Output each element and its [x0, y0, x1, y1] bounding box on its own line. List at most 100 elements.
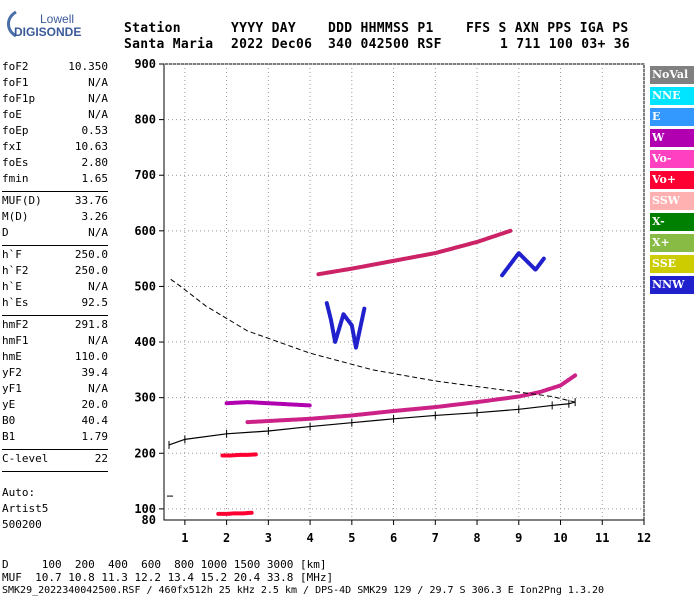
param-row: foEp 0.53	[2, 124, 108, 140]
x-tick-label: 6	[390, 531, 397, 545]
param-value: 10.63	[74, 140, 108, 153]
param-name: MUF(D)	[2, 194, 42, 207]
param-value: 2.80	[81, 156, 109, 169]
footer-distance-line: D 100 200 400 600 800 1000 1500 3000 [km…	[2, 558, 327, 571]
param-name: B1	[2, 430, 16, 443]
header-label-date: YYYY DAY	[231, 21, 297, 36]
param-value: 1.65	[81, 172, 109, 185]
param-value: N/A	[88, 280, 108, 293]
echo-point	[391, 259, 396, 263]
param-name: yE	[2, 398, 16, 411]
echo-point	[542, 257, 546, 261]
param-name: hmF2	[2, 318, 29, 331]
logo-swoosh-icon	[7, 10, 17, 38]
param-row: yF2 39.4	[2, 366, 108, 382]
param-value: 10.350	[68, 60, 108, 73]
echo-point	[245, 420, 250, 424]
x-tick-label: 3	[265, 531, 272, 545]
echo-point	[245, 453, 250, 457]
echo-point	[475, 400, 479, 404]
legend-item-x-: X-	[650, 213, 694, 231]
param-row: hmF2 291.8	[2, 318, 108, 334]
param-name: yF1	[2, 382, 22, 395]
param-row: fxI 10.63	[2, 140, 108, 156]
x-tick-label: 5	[348, 531, 355, 545]
param-row: yF1 N/A	[2, 382, 108, 398]
param-name: B0	[2, 414, 16, 427]
y-tick-label: 800	[134, 113, 156, 127]
footer-file-line: SMK29_2022340042500.RSF / 460fx512h 25 k…	[2, 585, 605, 596]
param-row: foE N/A	[2, 108, 108, 124]
echo-point	[391, 409, 396, 413]
echo-point	[308, 403, 312, 408]
param-row: h`E N/A	[2, 280, 108, 296]
param-name: hmE	[2, 350, 22, 363]
y-tick-label: 400	[134, 335, 156, 349]
echo-point	[508, 229, 513, 233]
echo-point	[233, 511, 237, 515]
x-tick-label: 10	[553, 531, 567, 545]
header-label-params: FFS S AXN PPS IGA PS	[466, 21, 629, 36]
echo-point	[525, 259, 529, 264]
param-separator	[2, 191, 108, 192]
param-row: MUF(D) 33.76	[2, 194, 108, 210]
y-tick-label: 300	[134, 391, 156, 405]
param-separator	[2, 449, 108, 450]
echo-point	[341, 312, 346, 316]
param-row: foF1p N/A	[2, 92, 108, 108]
param-row: h`F2 250.0	[2, 264, 108, 280]
param-value: 291.8	[74, 318, 108, 331]
echo-point	[229, 453, 233, 458]
echo-point	[517, 394, 521, 399]
param-row: D N/A	[2, 226, 108, 242]
legend-item-sse: SSE	[650, 255, 694, 273]
param-separator	[2, 471, 108, 472]
echo-trace	[245, 373, 578, 425]
param-row: B1 1.79	[2, 430, 108, 446]
echo-point	[558, 383, 563, 388]
y-tick-label: 200	[134, 446, 156, 460]
param-name: D	[2, 226, 9, 239]
echo-point	[241, 511, 245, 515]
param-row: fmin 1.65	[2, 172, 108, 188]
echo-point	[350, 267, 354, 271]
param-row: hmE 110.0	[2, 350, 108, 366]
x-tick-label: 9	[515, 531, 522, 545]
echo-point	[316, 272, 321, 276]
echo-point	[287, 402, 291, 406]
param-value: 0.53	[81, 124, 109, 137]
x-tick-label: 1	[181, 531, 188, 545]
param-name: h`F	[2, 248, 22, 261]
header-value-date: 2022 Dec06	[231, 37, 313, 52]
legend-item-nnw: NNW	[650, 276, 694, 294]
echo-point	[325, 301, 329, 305]
echo-point	[266, 419, 270, 423]
echo-point	[237, 453, 241, 457]
header-label-station: Station	[124, 21, 181, 36]
x-tick-label: 4	[306, 531, 313, 545]
param-value: 33.76	[74, 194, 108, 207]
legend-item-x-: X+	[650, 234, 694, 252]
echo-point	[266, 401, 270, 405]
param-value: 250.0	[74, 248, 108, 261]
param-name: h`Es	[2, 296, 29, 309]
param-value: 40.4	[81, 414, 109, 427]
param-value: N/A	[88, 226, 108, 239]
param-row: h`Es 92.5	[2, 296, 108, 312]
x-tick-label: 8	[473, 531, 480, 545]
param-value: 1.79	[81, 430, 109, 443]
auto-label: Auto:	[2, 486, 36, 499]
echo-point	[517, 251, 521, 255]
param-row: foF2 10.350	[2, 60, 108, 76]
legend-item-noval: NoVal	[650, 66, 694, 84]
echo-point	[225, 512, 229, 516]
param-name: C-level	[2, 452, 49, 465]
echo-point	[216, 512, 220, 516]
param-name: foEp	[2, 124, 29, 137]
echo-point	[533, 268, 538, 272]
logo-bottom: DIGISONDE	[14, 25, 82, 39]
param-value: 92.5	[81, 296, 109, 309]
profile-line	[168, 401, 576, 446]
legend-item-w: W	[650, 129, 694, 147]
echo-point	[329, 318, 333, 322]
